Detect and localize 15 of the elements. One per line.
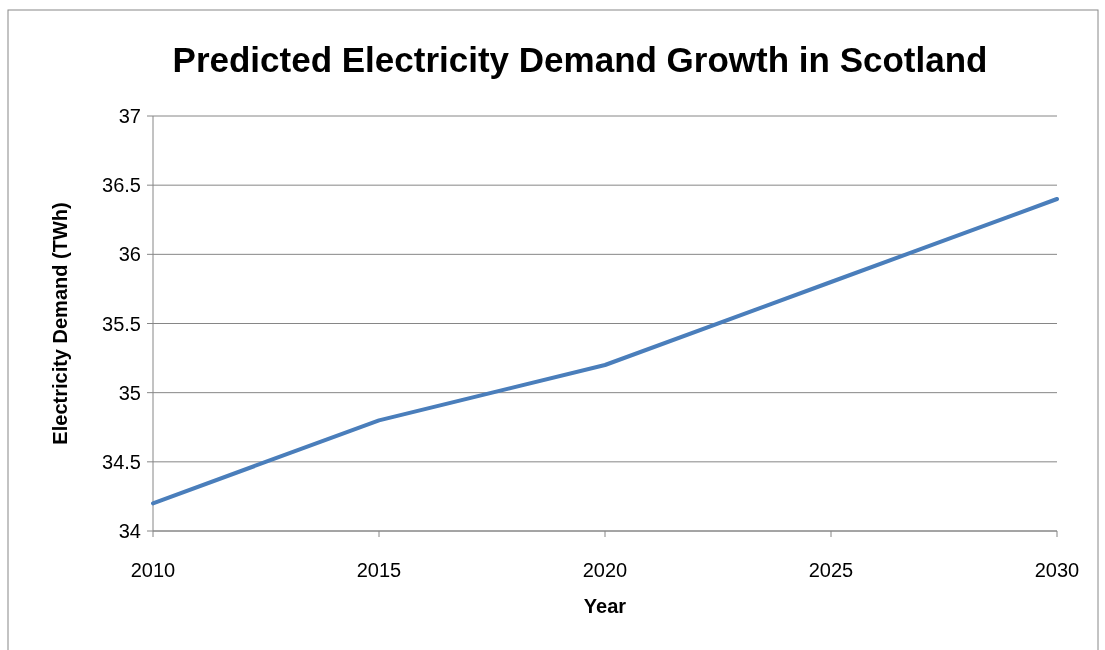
x-tick-label: 2010 bbox=[130, 559, 176, 581]
chart-title: Predicted Electricity Demand Growth in Scotland bbox=[172, 40, 988, 79]
x-tick-label: 2030 bbox=[1034, 559, 1080, 581]
y-tick-label: 35.5 bbox=[102, 312, 141, 335]
y-tick-label: 37 bbox=[118, 105, 141, 127]
y-tick-label: 36.5 bbox=[102, 174, 141, 197]
y-axis-title: Electricity Demand (TWh) bbox=[49, 202, 71, 445]
x-tick-label: 2015 bbox=[356, 559, 402, 581]
y-tick-label: 36 bbox=[118, 243, 141, 266]
x-tick-label: 2025 bbox=[808, 559, 854, 581]
y-tick-label: 34 bbox=[118, 520, 141, 542]
y-tick-label: 35 bbox=[118, 381, 141, 404]
x-tick-label: 2020 bbox=[582, 559, 628, 581]
y-tick-label: 34.5 bbox=[102, 450, 141, 473]
x-axis-title: Year bbox=[583, 595, 627, 617]
